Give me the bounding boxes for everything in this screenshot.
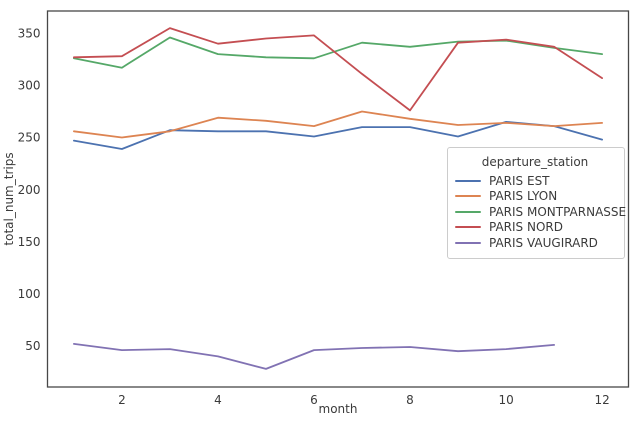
y-tick-label: 200 [18,183,41,197]
legend-item-label: PARIS VAUGIRARD [489,235,598,250]
series-line [73,36,603,69]
legend-title: departure_station [481,155,589,169]
legend-item: PARIS LYON [455,189,615,205]
legend-line-sample-icon [455,226,481,229]
legend-line-sample-icon [455,210,481,213]
y-tick-label: 50 [25,339,40,353]
axes-spines [46,10,630,388]
legend-item-label: PARIS EST [489,173,550,188]
legend-item: PARIS VAUGIRARD [455,235,615,251]
x-tick-label: 2 [118,393,126,407]
x-tick-label: 8 [406,393,414,407]
series-line [73,343,555,370]
y-tick-label: 350 [18,27,41,41]
series-line [73,27,603,112]
legend-item: PARIS NORD [455,220,615,236]
legend: departure_station PARIS EST PARIS LYON P… [447,147,626,259]
y-axis-label: total_num_trips [2,152,16,246]
y-tick-label: 150 [18,235,41,249]
y-tick-label: 250 [18,131,41,145]
series-line [73,121,603,150]
legend-item-label: PARIS LYON [489,189,558,204]
legend-line-sample-icon [455,241,481,244]
legend-item-label: PARIS NORD [489,220,563,235]
legend-item-label: PARIS MONTPARNASSE [489,204,627,219]
x-axis-label: month [318,402,358,416]
x-tick-label: 4 [214,393,222,407]
legend-line-sample-icon [455,195,481,198]
x-tick-label: 6 [310,393,318,407]
x-tick-label: 12 [594,393,609,407]
y-tick-label: 300 [18,79,41,93]
legend-item: PARIS MONTPARNASSE [455,204,626,220]
x-tick-label: 10 [498,393,513,407]
y-tick-label: 100 [18,287,41,301]
legend-line-sample-icon [455,179,481,182]
series-line [73,110,603,139]
legend-item: PARIS EST [455,173,615,189]
